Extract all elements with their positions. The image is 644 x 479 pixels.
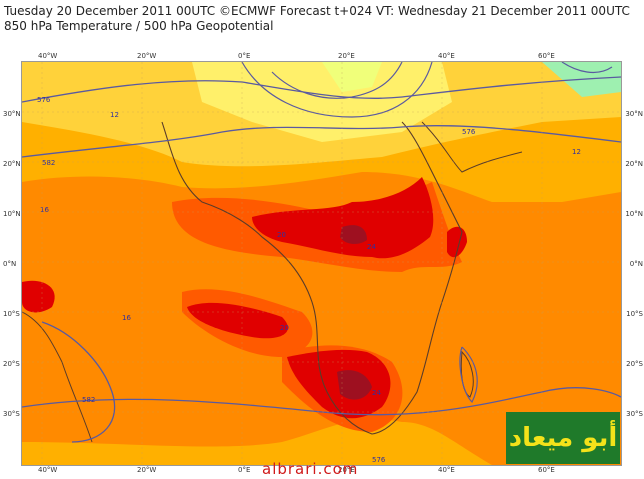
site-watermark: albrari.com xyxy=(262,460,359,478)
lat-label-right: 10°S xyxy=(626,310,643,318)
geopotential-contour xyxy=(271,62,403,99)
lon-label-top: 0°E xyxy=(238,52,251,60)
coastline-arabia xyxy=(421,121,523,173)
lon-label-top: 40°W xyxy=(38,52,58,60)
temp-contour-label: 12 xyxy=(572,148,581,156)
lon-label-top: 60°E xyxy=(538,52,555,60)
lat-label-right: 30°N xyxy=(625,110,643,118)
temp-field-hottest-west xyxy=(187,302,288,339)
geopotential-contour xyxy=(22,76,621,103)
geo-contour-label: 582 xyxy=(82,396,95,404)
lon-label-bottom: 0°E xyxy=(238,466,251,474)
geo-contour-label: 576 xyxy=(462,128,476,136)
lon-label-bottom: 20°W xyxy=(137,466,157,474)
temp-contour-label: 20 xyxy=(280,324,289,332)
arabic-logo-text: أبو ميعاد xyxy=(508,423,618,453)
temp-field-hottest-atlantic xyxy=(22,280,55,313)
temp-field-warm xyxy=(22,172,621,465)
weather-map-svg: 12 16 20 24 12 16 20 24 576 582 576 582 … xyxy=(22,62,621,465)
geo-contour-label: 582 xyxy=(42,159,55,167)
temp-contour-label: 16 xyxy=(122,314,131,322)
field-description: 850 hPa Temperature / 500 hPa Geopotenti… xyxy=(4,19,274,33)
geo-contour-label: 576 xyxy=(37,96,51,104)
temp-contour-label: 12 xyxy=(110,111,119,119)
lat-label-left: 10°N xyxy=(3,210,21,218)
lon-label-bottom: 20°E xyxy=(338,466,355,474)
temp-field-coldest-north xyxy=(322,62,382,92)
temp-contour-label: 20 xyxy=(277,231,286,239)
lat-label-right: 30°S xyxy=(626,410,643,418)
forecast-title: Tuesday 20 December 2011 00UTC ©ECMWF Fo… xyxy=(4,4,630,18)
geo-contour-label: 576 xyxy=(372,456,386,464)
temp-contour-label: 16 xyxy=(40,206,49,214)
weather-map: 12 16 20 24 12 16 20 24 576 582 576 582 … xyxy=(21,61,622,466)
lat-label-left: 0°N xyxy=(3,260,17,268)
geopotential-contour xyxy=(241,62,433,118)
lat-label-left: 10°S xyxy=(3,310,20,318)
lon-label-top: 20°W xyxy=(137,52,157,60)
lon-label-top: 20°E xyxy=(338,52,355,60)
lat-label-left: 30°N xyxy=(3,110,21,118)
lon-label-bottom: 40°W xyxy=(38,466,58,474)
temp-field-hottest-north xyxy=(252,177,434,259)
lat-label-right: 10°N xyxy=(625,210,643,218)
geopotential-contour xyxy=(459,346,478,404)
temp-field-extreme-north xyxy=(340,225,367,244)
geopotential-contour xyxy=(41,321,116,443)
temp-contour-label: 24 xyxy=(372,389,381,397)
lat-label-right: 20°N xyxy=(625,160,643,168)
lon-label-bottom: 60°E xyxy=(538,466,555,474)
coastline-africa xyxy=(161,121,463,435)
grid xyxy=(22,62,621,465)
lat-label-left: 20°S xyxy=(3,360,20,368)
lat-label-left: 30°S xyxy=(3,410,20,418)
lat-label-right: 0°N xyxy=(629,260,643,268)
coastline-madagascar xyxy=(460,350,474,398)
lat-label-right: 20°S xyxy=(626,360,643,368)
geopotential-contour xyxy=(22,387,621,416)
temp-contour-label: 24 xyxy=(367,243,376,251)
temp-field-extreme-south xyxy=(337,370,372,400)
lon-label-top: 40°E xyxy=(438,52,455,60)
temp-field-hottest-east xyxy=(447,226,467,258)
geopotential-contour xyxy=(22,125,621,158)
geopotential-contour xyxy=(561,62,613,74)
lon-label-bottom: 40°E xyxy=(438,466,455,474)
arabic-logo: أبو ميعاد xyxy=(506,412,620,464)
header: Tuesday 20 December 2011 00UTC ©ECMWF Fo… xyxy=(4,4,630,34)
lat-label-left: 20°N xyxy=(3,160,21,168)
